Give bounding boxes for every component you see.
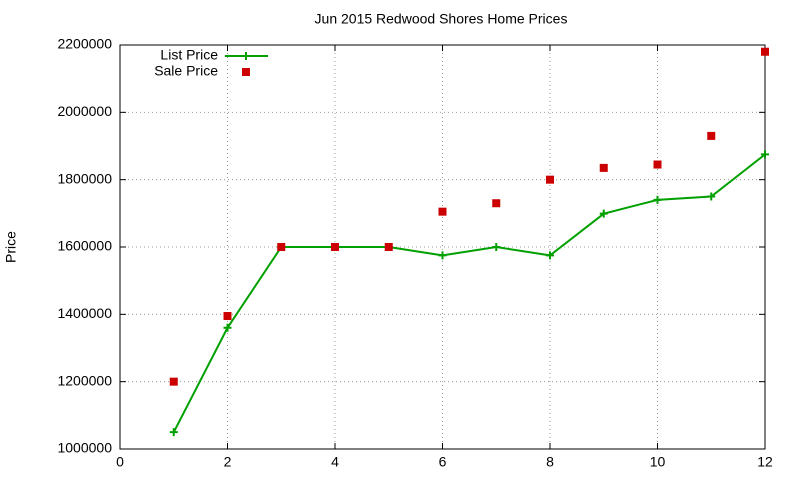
x-tick-label: 10: [650, 454, 666, 470]
x-tick-label: 0: [116, 454, 124, 470]
point: [599, 163, 608, 172]
point: [438, 251, 447, 260]
x-tick-label: 12: [757, 454, 773, 470]
y-tick-label: 2000000: [57, 103, 112, 119]
point: [492, 243, 501, 251]
point: [223, 323, 232, 332]
point: [546, 251, 554, 260]
x-tick-label: 8: [546, 454, 554, 470]
legend-label[interactable]: List Price: [160, 47, 218, 63]
point: [653, 160, 662, 169]
point: [599, 209, 608, 218]
point: [546, 175, 554, 184]
x-tick-label: 4: [331, 454, 339, 470]
y-tick-label: 2200000: [57, 36, 112, 52]
plot-frame: [119, 44, 766, 450]
y-tick-label: 1600000: [57, 238, 112, 254]
point: [707, 192, 716, 201]
x-tick-label: 6: [439, 454, 447, 470]
point: [707, 131, 716, 140]
series-line: [172, 153, 766, 433]
point: [277, 243, 286, 251]
chart-title: Jun 2015 Redwood Shores Home Prices: [315, 11, 568, 27]
point: [492, 199, 501, 208]
point: [223, 312, 232, 321]
point: [653, 195, 662, 204]
point: [169, 377, 178, 386]
legend-marker: [242, 68, 250, 76]
x-tick-label: 2: [224, 454, 232, 470]
point: [761, 47, 769, 56]
y-axis-label: Price: [3, 231, 19, 263]
point: [438, 207, 447, 216]
y-tick-label: 1400000: [57, 305, 112, 321]
point: [169, 428, 178, 437]
y-tick-label: 1200000: [57, 372, 112, 388]
y-tick-label: 1000000: [57, 440, 112, 456]
legend-label[interactable]: Sale Price: [154, 63, 218, 79]
point: [761, 150, 769, 159]
point: [384, 243, 393, 251]
y-tick-label: 1800000: [57, 170, 112, 186]
legend-marker: [242, 52, 250, 60]
point: [331, 243, 339, 251]
